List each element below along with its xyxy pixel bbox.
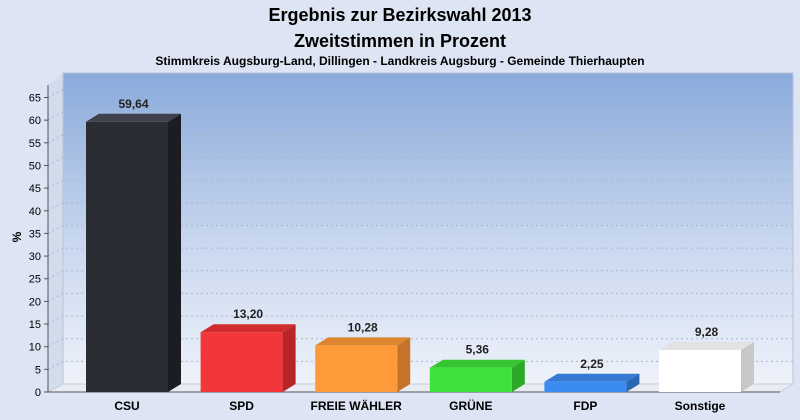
gridlines	[47, 89, 793, 370]
y-tick-label: 20	[29, 296, 41, 308]
bar-top-fdp	[544, 373, 640, 382]
y-tick-label: 5	[35, 364, 41, 376]
y-tick-label: 55	[29, 138, 41, 150]
gridline	[47, 156, 793, 166]
gridline	[47, 360, 793, 370]
x-tick-label-freie-wähler: FREIE WÄHLER	[311, 398, 403, 413]
gridline	[47, 292, 793, 302]
bars	[86, 113, 754, 393]
bar-side-csu	[168, 113, 181, 393]
value-label-csu: 59,64	[118, 97, 148, 111]
gridline	[47, 134, 793, 144]
x-tick-label-grüne: GRÜNE	[449, 398, 492, 413]
y-tick-label: 10	[29, 342, 41, 354]
chart-title: Ergebnis zur Bezirkswahl 2013	[268, 5, 531, 25]
x-tick-labels: CSU SPD FREIE WÄHLER GRÜNE FDP Sonstige	[114, 398, 725, 413]
y-tick-label: 0	[35, 387, 41, 399]
bar-side-fdp	[626, 373, 640, 392]
x-tick-label-spd: SPD	[229, 399, 254, 413]
bar-side-sonstige	[741, 341, 754, 392]
y-axis-label: %	[10, 231, 24, 242]
gridline	[47, 338, 793, 348]
y-tick-label: 25	[29, 274, 41, 286]
gridline	[47, 202, 793, 212]
chart-caption: Stimmkreis Augsburg-Land, Dillingen - La…	[155, 54, 644, 68]
y-tick-label: 30	[29, 251, 41, 263]
gridline	[47, 247, 793, 257]
bar-sonstige	[659, 349, 741, 392]
bar-freie-wähler	[315, 345, 398, 392]
bar-top-grüne	[429, 359, 525, 368]
bar-side-freie-wähler	[397, 337, 411, 392]
gridline	[47, 224, 793, 234]
x-tick-label-csu: CSU	[114, 399, 139, 413]
bar-top-spd	[200, 324, 296, 333]
y-tick-label: 35	[29, 228, 41, 240]
bar-csu	[86, 121, 168, 393]
gridline	[47, 179, 793, 189]
value-labels: 59,64 13,20 10,28 5,36 2,25 9,28	[118, 97, 718, 371]
bar-spd	[200, 332, 283, 392]
bar-grüne	[429, 367, 512, 392]
value-label-spd: 13,20	[233, 307, 263, 321]
plot-background	[62, 72, 794, 385]
bar-top-sonstige	[659, 341, 754, 350]
bar-top-freie-wähler	[315, 337, 411, 346]
y-tick-label: 45	[29, 183, 41, 195]
y-tick-label: 40	[29, 206, 41, 218]
y-tick-label: 50	[29, 160, 41, 172]
value-label-fdp: 2,25	[580, 357, 604, 371]
gridline	[47, 315, 793, 325]
gridline	[47, 89, 793, 98]
y-tick-label: 65	[29, 93, 41, 105]
value-label-freie-wähler: 10,28	[348, 320, 378, 334]
chart-subtitle: Zweitstimmen in Prozent	[294, 31, 506, 51]
bar-fdp	[544, 381, 627, 392]
bar-side-grüne	[511, 359, 525, 392]
y-axis: 0 5 10 15 20 25 30 35 40 45 50 55 60 65	[29, 85, 780, 399]
bar-side-spd	[282, 324, 296, 392]
gridline	[47, 270, 793, 280]
x-tick-label-sonstige: Sonstige	[675, 399, 726, 413]
y-tick-label: 15	[29, 319, 41, 331]
plot-side-wall	[48, 73, 63, 392]
x-tick-label-fdp: FDP	[573, 399, 597, 413]
value-label-sonstige: 9,28	[695, 325, 719, 339]
bar-top-csu	[86, 113, 181, 122]
y-tick-label: 60	[29, 115, 41, 127]
gridline	[47, 111, 793, 121]
value-label-grüne: 5,36	[466, 343, 490, 357]
